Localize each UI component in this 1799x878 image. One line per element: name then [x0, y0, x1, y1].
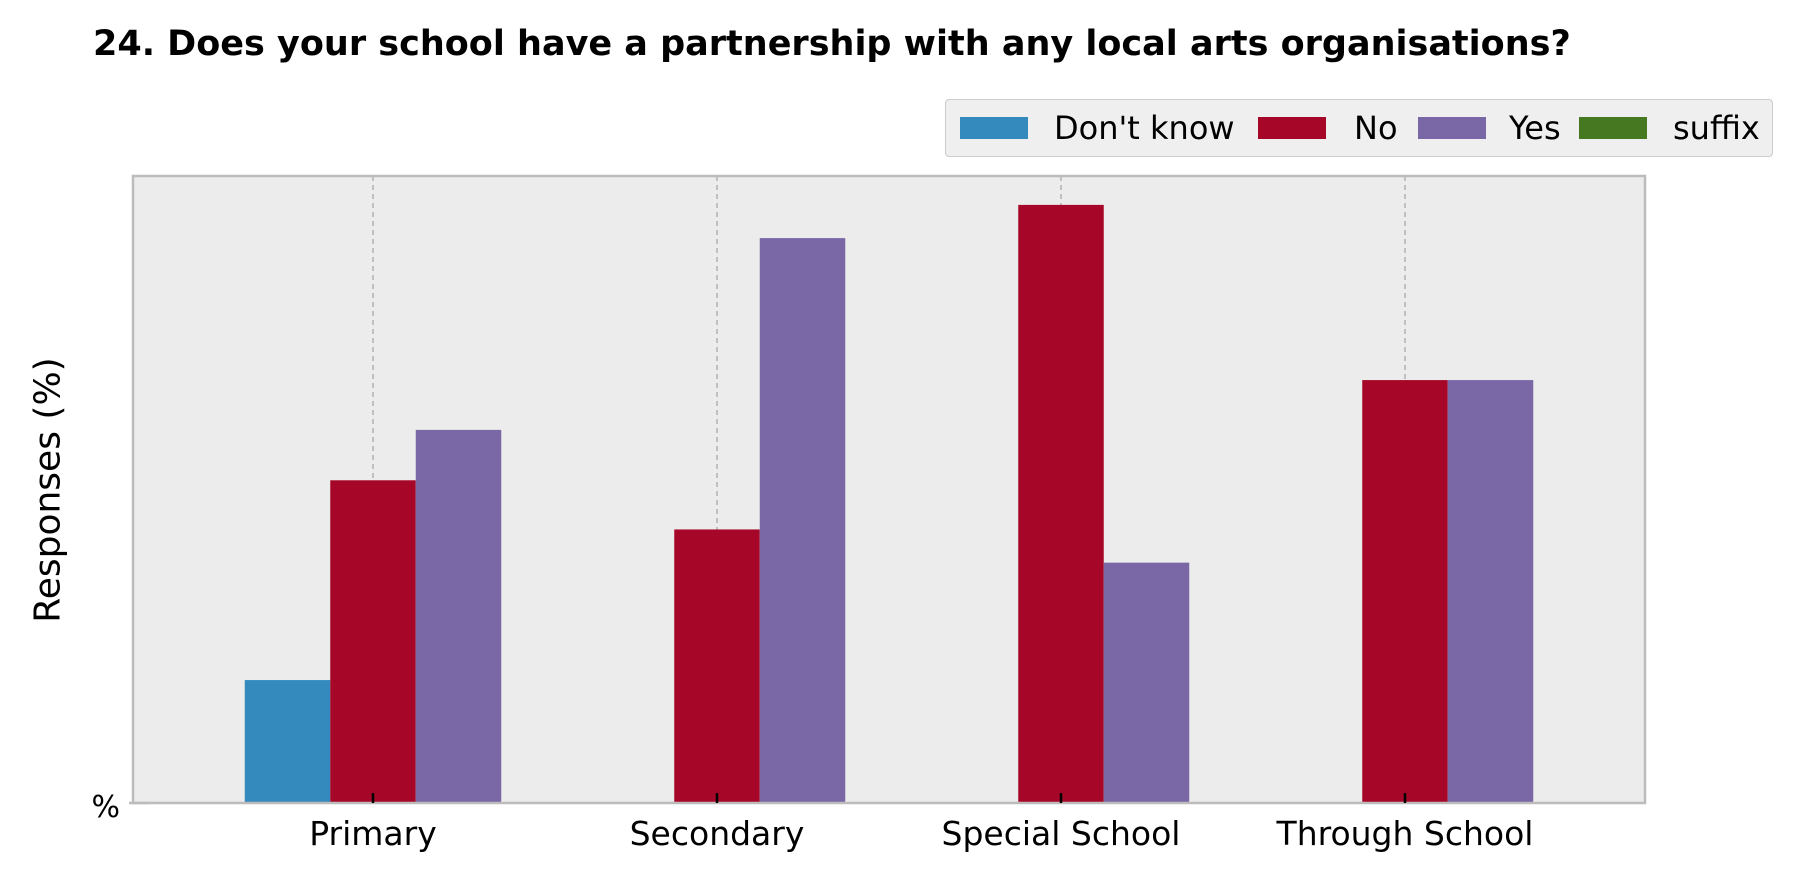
bar-yes-2 [1103, 562, 1190, 803]
legend-swatch-suffix [1579, 117, 1647, 139]
bar-yes-0 [415, 429, 502, 803]
chart-title: 24. Does your school have a partnership … [93, 24, 1571, 64]
bar-yes-3 [1447, 380, 1534, 803]
bar-no-0 [330, 480, 416, 803]
x-tick-label: Secondary [630, 814, 805, 853]
legend-label-don-t-know: Don't know [1054, 109, 1235, 147]
x-tick-label: Through School [1276, 814, 1534, 853]
legend-swatch-don-t-know [960, 117, 1028, 139]
plot-border [131, 174, 1647, 805]
x-tick-label: Primary [309, 814, 437, 853]
legend-svg: Don't know No Yes suffix [960, 109, 1760, 147]
legend-label-no: No [1354, 109, 1398, 147]
x-tick-label: Special School [942, 814, 1181, 853]
legend-label-suffix: suffix [1673, 109, 1760, 147]
bar-no-2 [1018, 204, 1104, 803]
legend-swatch-no [1258, 117, 1326, 139]
y-tick-label: % [91, 790, 120, 825]
legend-label-yes: Yes [1508, 109, 1561, 147]
bar-no-1 [674, 529, 760, 803]
bar-don-t-know-0 [244, 680, 331, 803]
legend: Don't know No Yes suffix [945, 99, 1773, 157]
bar-yes-1 [759, 238, 846, 803]
bar-no-3 [1362, 380, 1448, 803]
legend-swatch-yes [1418, 117, 1486, 139]
